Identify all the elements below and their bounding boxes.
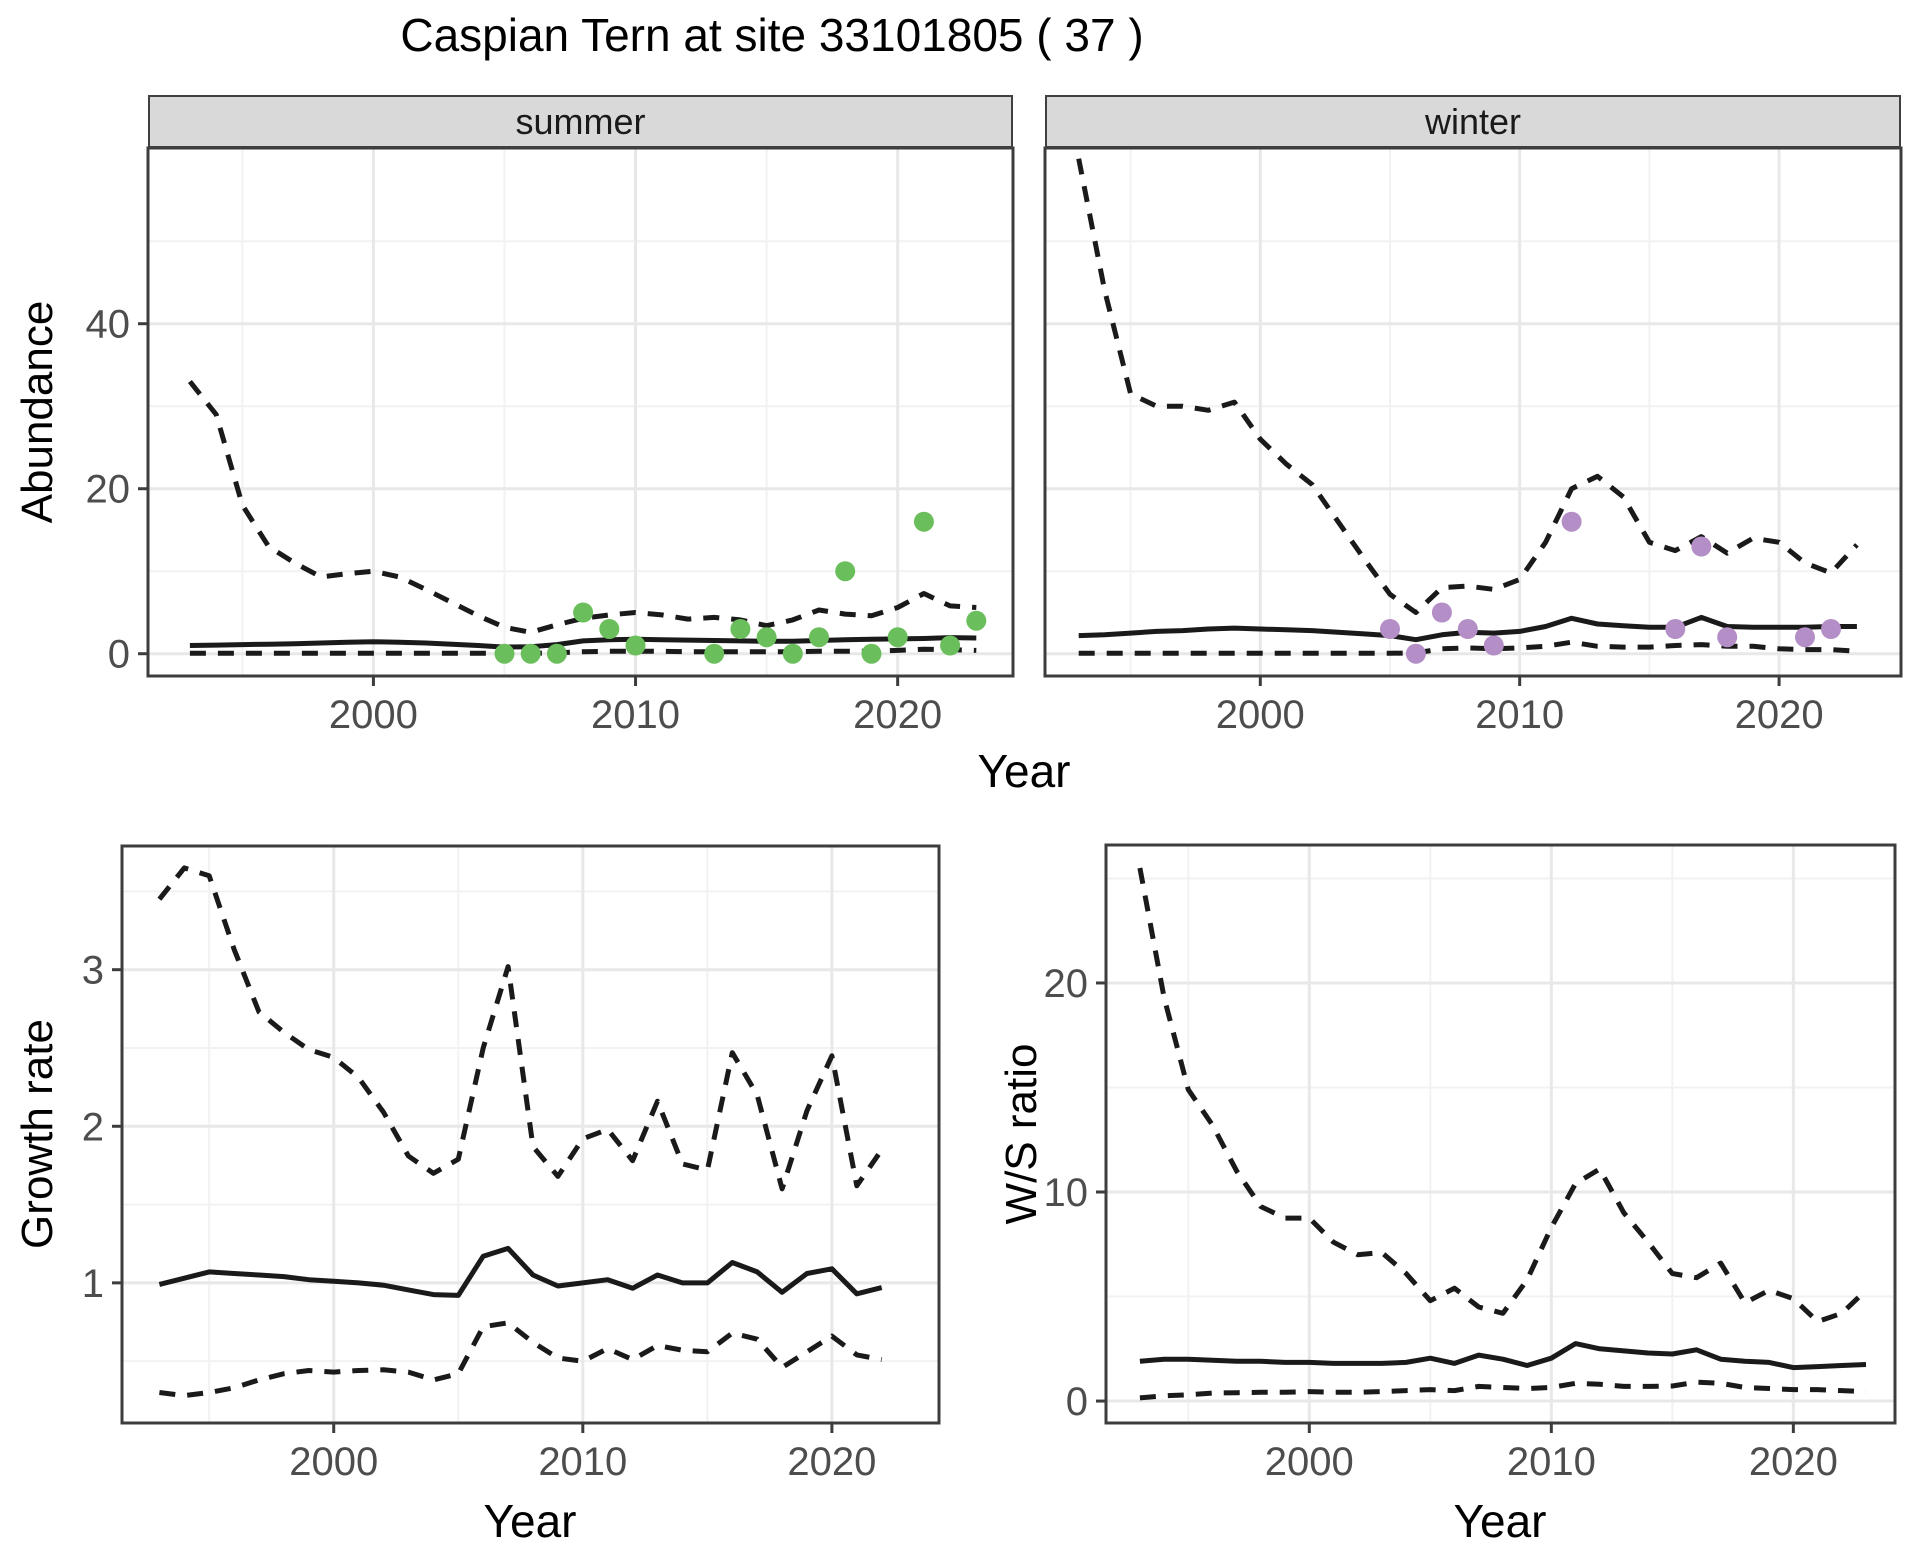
winter_observed_counts-point (1691, 536, 1712, 557)
y-tick-label: 3 (82, 949, 104, 993)
x-tick-label: 2020 (853, 693, 942, 737)
y-axis-title-growth-rate: Growth rate (13, 1019, 62, 1249)
chart-title: Caspian Tern at site 33101805 ( 37 ) (400, 9, 1144, 61)
winter_observed_counts-point (1717, 627, 1738, 648)
ws_ratio-median-line (1139, 1341, 1867, 1371)
y-tick-label: 0 (108, 633, 130, 677)
y-axis-title-ws-ratio: W/S ratio (997, 1043, 1046, 1225)
x-tick-label: 2000 (289, 1440, 378, 1484)
summer_observed_counts-point (599, 619, 620, 639)
y-tick-label: 20 (86, 468, 131, 512)
winter_observed_counts-point (1457, 619, 1478, 639)
summer_observed_counts-point (494, 643, 515, 664)
abundance_summer-lower_95ci-line (189, 646, 977, 656)
growth_rate-lower_95ci-line (159, 1320, 883, 1399)
ws_ratio-lower_95ci-line (1139, 1379, 1867, 1401)
winter_observed_counts-point (1380, 619, 1400, 639)
winter_observed_counts-point (1795, 627, 1815, 648)
summer_observed_counts-point (835, 561, 856, 582)
x-axis-title-year-ratio: Year (1453, 1495, 1547, 1547)
x-tick-label: 2010 (1507, 1440, 1596, 1484)
winter_observed_counts-point (1665, 619, 1686, 639)
winter_observed_counts-point (1483, 635, 1504, 656)
x-tick-label: 2010 (1475, 693, 1564, 737)
panel-abundance_summer: 2000 2010 2020 0 20 40 (86, 146, 1015, 737)
y-tick-label: 40 (86, 303, 131, 347)
summer_observed_counts-point (704, 643, 725, 664)
y-tick-label: 20 (1044, 962, 1089, 1006)
x-tick-label: 2020 (1749, 1440, 1838, 1484)
x-tick-label: 2000 (329, 693, 418, 737)
x-tick-label: 2020 (1735, 693, 1824, 737)
panel-background (148, 148, 1013, 676)
summer_observed_counts-point (940, 635, 961, 656)
summer_observed_counts-point (809, 627, 829, 648)
winter_observed_counts-point (1821, 619, 1841, 639)
x-tick-label: 2000 (1265, 1440, 1354, 1484)
abundance_summer-upper_95ci-line (187, 379, 977, 635)
x-tick-label: 2000 (1216, 693, 1305, 737)
panel-ws_ratio: 2000 2010 2020 0 10 20 (1044, 843, 1897, 1484)
growth_rate-median-line (158, 1245, 883, 1298)
summer_observed_counts-point (966, 610, 987, 631)
summer_observed_counts-point (520, 643, 541, 664)
summer_observed_counts-point (756, 627, 777, 648)
winter_observed_counts-point (1561, 511, 1582, 532)
x-tick-label: 2010 (591, 693, 680, 737)
y-axis-title-abundance: Abundance (13, 300, 62, 524)
panel-background (1045, 148, 1901, 676)
winter_observed_counts-point (1405, 643, 1426, 664)
summer_observed_counts-point (625, 635, 646, 656)
panel-border (1104, 843, 1897, 1425)
x-tick-label: 2020 (787, 1440, 876, 1484)
panel-border (120, 844, 941, 1425)
summer_observed_counts-point (861, 643, 882, 664)
summer_observed_counts-point (546, 643, 567, 664)
facet-strip-winter-label: winter (1424, 100, 1522, 142)
facet-strip-summer: summer (148, 95, 1013, 148)
panel-border (1043, 146, 1903, 678)
panel-background (1106, 845, 1895, 1423)
x-axis-title-year-growth: Year (483, 1495, 577, 1547)
panel-abundance_winter: 2000 2010 2020 (1043, 146, 1903, 737)
winter_observed_counts-point (1431, 602, 1452, 623)
panel-growth_rate: 2000 2010 2020 1 2 3 (82, 844, 941, 1484)
facet-strip-summer-label: summer (515, 100, 646, 142)
summer_observed_counts-point (573, 602, 594, 623)
y-tick-label: 1 (82, 1262, 104, 1306)
summer_observed_counts-point (913, 511, 934, 532)
summer_observed_counts-point (730, 619, 751, 639)
panel-border (146, 146, 1015, 678)
summer_observed_counts-point (782, 643, 803, 664)
ws_ratio-upper_95ci-line (1137, 867, 1868, 1325)
facet-strip-winter: winter (1045, 95, 1901, 148)
growth_rate-upper_95ci-line (157, 865, 884, 1192)
summer_observed_counts-point (887, 627, 908, 648)
x-axis-title-year-top: Year (977, 745, 1071, 797)
y-tick-label: 2 (82, 1105, 104, 1149)
y-tick-label: 0 (1066, 1380, 1088, 1424)
y-tick-label: 10 (1044, 1171, 1089, 1215)
abundance_summer-median-line (189, 635, 977, 650)
x-tick-label: 2010 (538, 1440, 627, 1484)
abundance_winter-upper_95ci-line (1076, 158, 1859, 615)
